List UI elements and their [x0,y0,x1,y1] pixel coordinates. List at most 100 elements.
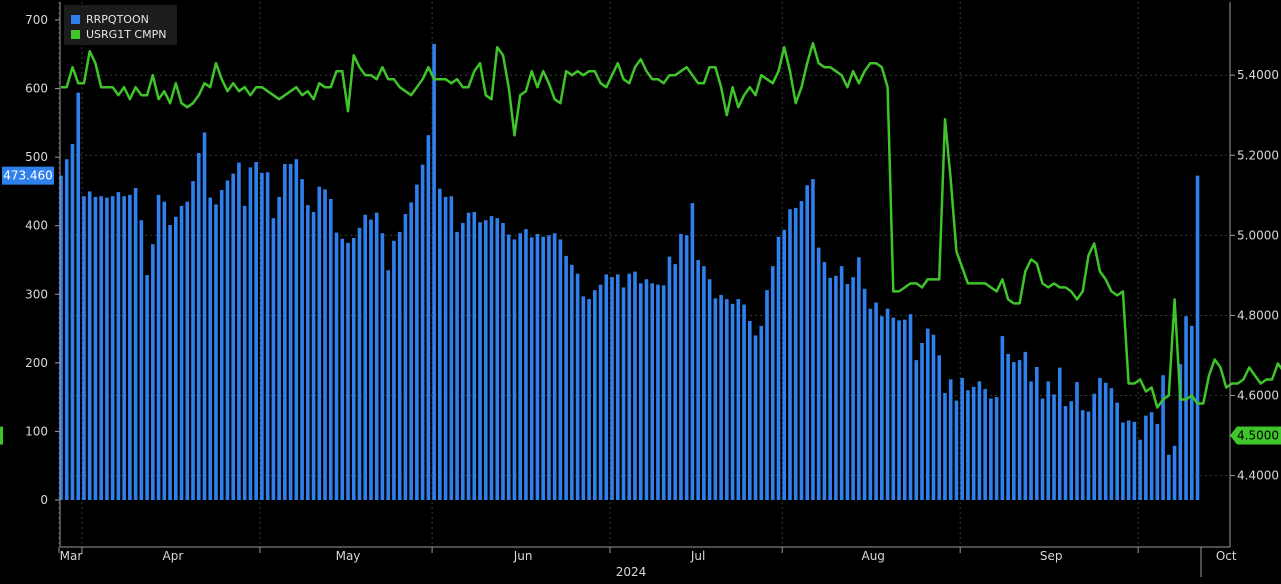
bar [483,220,488,500]
bar [128,194,132,500]
bar [265,172,270,500]
x-tick-label: Oct [1216,549,1237,563]
bar [1046,381,1051,500]
bar [202,132,207,500]
x-year-label: 2024 [616,565,647,579]
bar [501,222,505,500]
bar [822,262,827,500]
bar [1092,393,1096,500]
legend-item-usrg1t: USRG1T CMPN [71,27,166,41]
bar [300,179,304,501]
bar [931,334,936,500]
bar [1144,415,1148,500]
bar [891,317,896,500]
bar [765,290,769,500]
x-tick-label: Mar [60,549,83,563]
bar [954,400,959,500]
bar [357,227,362,500]
chart-legend: RRPQTOON USRG1T CMPN [64,5,177,45]
bar [793,207,798,500]
bar [1132,421,1137,500]
bar [116,192,121,500]
bar [679,233,683,500]
bar [667,256,672,500]
bar [1103,382,1108,500]
bar [661,285,666,500]
legend-swatch-usrg1t [71,29,80,39]
left-edge-marker [0,426,3,445]
bar [960,377,964,500]
bar [426,135,431,500]
bar [64,159,69,500]
legend-label-usrg1t: USRG1T CMPN [86,27,167,41]
bar [742,304,746,500]
right-tick-label: 5.0000 [1237,228,1279,242]
last-value-tag-left-bg [2,166,54,185]
bar [880,316,884,500]
bar [966,390,970,500]
bar [1080,410,1085,500]
right-tick-label: 5.4000 [1237,68,1279,82]
bar [294,159,299,500]
left-tick-label: 500 [25,150,48,164]
right-tick-label: 4.4000 [1237,469,1279,483]
bar [587,299,591,500]
bar [1167,454,1171,500]
bar [782,229,787,501]
right-tick-label: 5.2000 [1237,148,1279,162]
bar [805,185,809,500]
bar [237,162,241,500]
bar [99,196,103,500]
bar [449,196,454,500]
bar [707,279,712,500]
last-value-tag-right: 4.5000 [1237,429,1279,443]
bar [730,303,735,500]
bar [323,189,327,500]
bar [971,386,976,500]
bar [759,325,764,500]
bar [317,186,322,500]
bar [1017,360,1022,500]
bar [615,274,620,500]
x-tick-label: Jun [513,549,533,563]
bar [122,196,126,500]
bar [690,203,695,501]
bar [174,216,178,501]
bar [593,290,597,500]
bar [1149,412,1154,500]
bar [725,299,729,500]
bar [547,235,551,501]
bar [897,320,901,500]
bar [219,190,224,501]
bar [627,273,632,500]
bar [196,153,201,500]
bar [558,239,563,500]
bar [1069,401,1074,500]
bar [977,381,982,500]
bar [816,247,821,500]
bar [1126,420,1131,500]
bar [719,294,723,500]
bar [702,266,706,500]
bar [799,201,804,500]
bar [179,205,184,501]
left-tick-label: 200 [25,356,48,370]
bar [139,220,144,500]
bar [248,167,253,500]
bar [328,198,333,500]
bar [1075,382,1079,500]
x-tick-label: Aug [861,549,884,563]
bar [518,233,522,500]
bar [713,298,718,500]
bar [70,144,75,500]
bar [82,196,86,500]
bar [770,266,775,500]
x-tick-label: Apr [163,549,184,563]
bar [1109,388,1114,500]
bar [455,231,459,500]
bar [409,202,413,500]
bar [1086,411,1091,500]
bar [811,179,815,501]
bar [1035,366,1039,500]
